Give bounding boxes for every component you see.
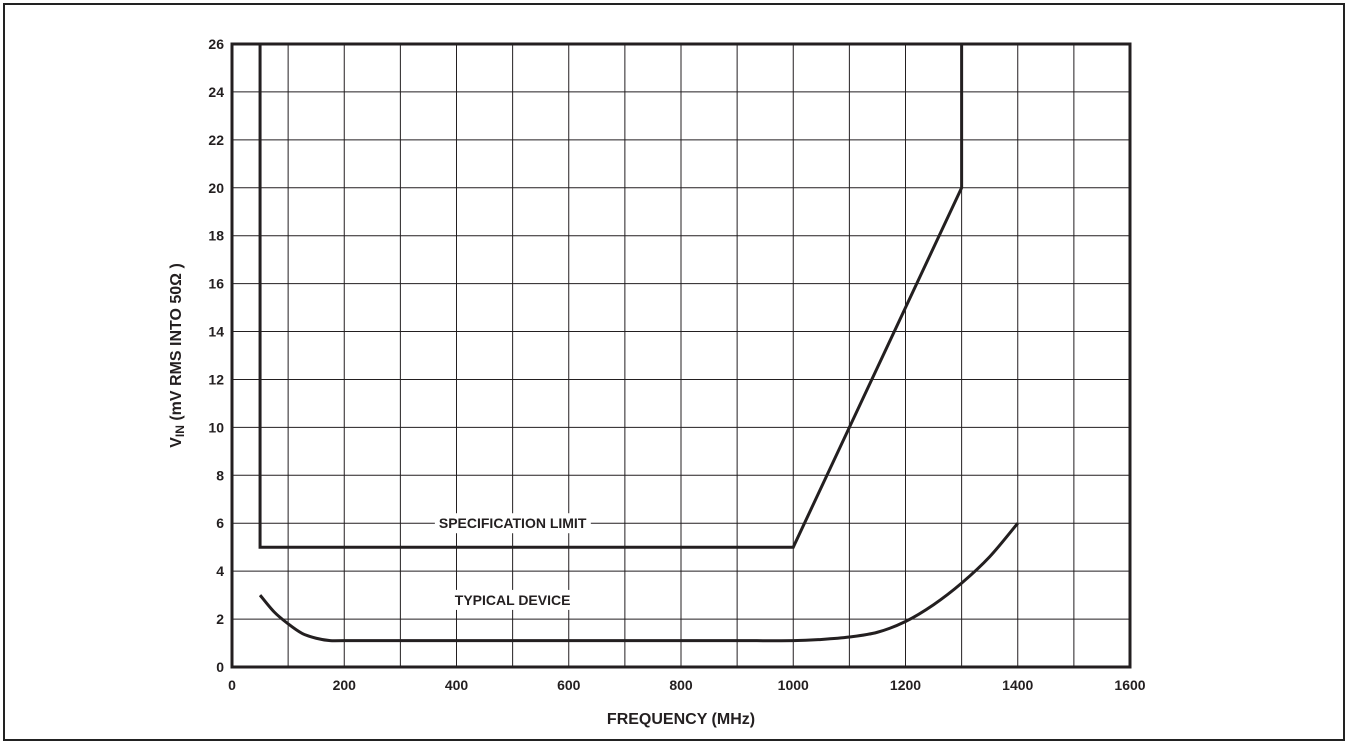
y-axis-title-rest: (mV RMS INTO 50Ω ) xyxy=(168,263,185,425)
series-line-typical-device xyxy=(258,522,1019,643)
y-tick-label: 22 xyxy=(208,132,224,148)
annotation-specification-limit: SPECIFICATION LIMIT xyxy=(439,515,587,531)
series-layer xyxy=(258,44,1019,643)
chart-frame xyxy=(3,3,1345,741)
tick-labels: 0 200 400 600 800 1000 1200 1400 160002468101214… xyxy=(208,36,1145,693)
x-tick-label: 600 xyxy=(557,677,581,693)
y-tick-label: 0 xyxy=(216,659,224,675)
x-tick-label: 1400 xyxy=(1002,677,1033,693)
y-tick-label: 26 xyxy=(208,36,224,52)
x-tick-label: 200 xyxy=(333,677,357,693)
y-tick-label: 24 xyxy=(208,84,224,100)
y-axis-title-main: V xyxy=(168,437,185,448)
y-axis-title-subscript: IN xyxy=(173,425,187,437)
y-tick-label: 10 xyxy=(208,419,224,435)
y-tick-label: 20 xyxy=(208,180,224,196)
y-tick-label: 14 xyxy=(208,324,224,340)
y-tick-label: 2 xyxy=(216,611,224,627)
y-tick-label: 16 xyxy=(208,276,224,292)
series-line-specification-limit xyxy=(258,44,964,549)
x-tick-label: 1000 xyxy=(778,677,809,693)
x-tick-label: 800 xyxy=(669,677,693,693)
plot-area-border xyxy=(230,42,1132,669)
x-tick-label: 400 xyxy=(445,677,469,693)
y-tick-label: 12 xyxy=(208,371,224,387)
annotation-background xyxy=(450,589,575,610)
x-tick-label: 1200 xyxy=(890,677,921,693)
annotations: SPECIFICATION LIMIT TYPICAL DEVICE xyxy=(434,513,591,610)
y-axis-title: VIN (mV RMS INTO 50Ω ) xyxy=(168,263,187,448)
annotation-background xyxy=(434,513,591,534)
x-tick-label: 0 xyxy=(228,677,236,693)
annotation-typical-device: TYPICAL DEVICE xyxy=(455,592,571,608)
grid xyxy=(232,44,1130,667)
y-tick-label: 6 xyxy=(216,515,224,531)
x-tick-label: 1600 xyxy=(1114,677,1145,693)
y-tick-label: 18 xyxy=(208,228,224,244)
x-axis-title: FREQUENCY (MHz) xyxy=(607,711,755,728)
y-tick-label: 4 xyxy=(216,563,224,579)
y-tick-label: 8 xyxy=(216,467,224,483)
